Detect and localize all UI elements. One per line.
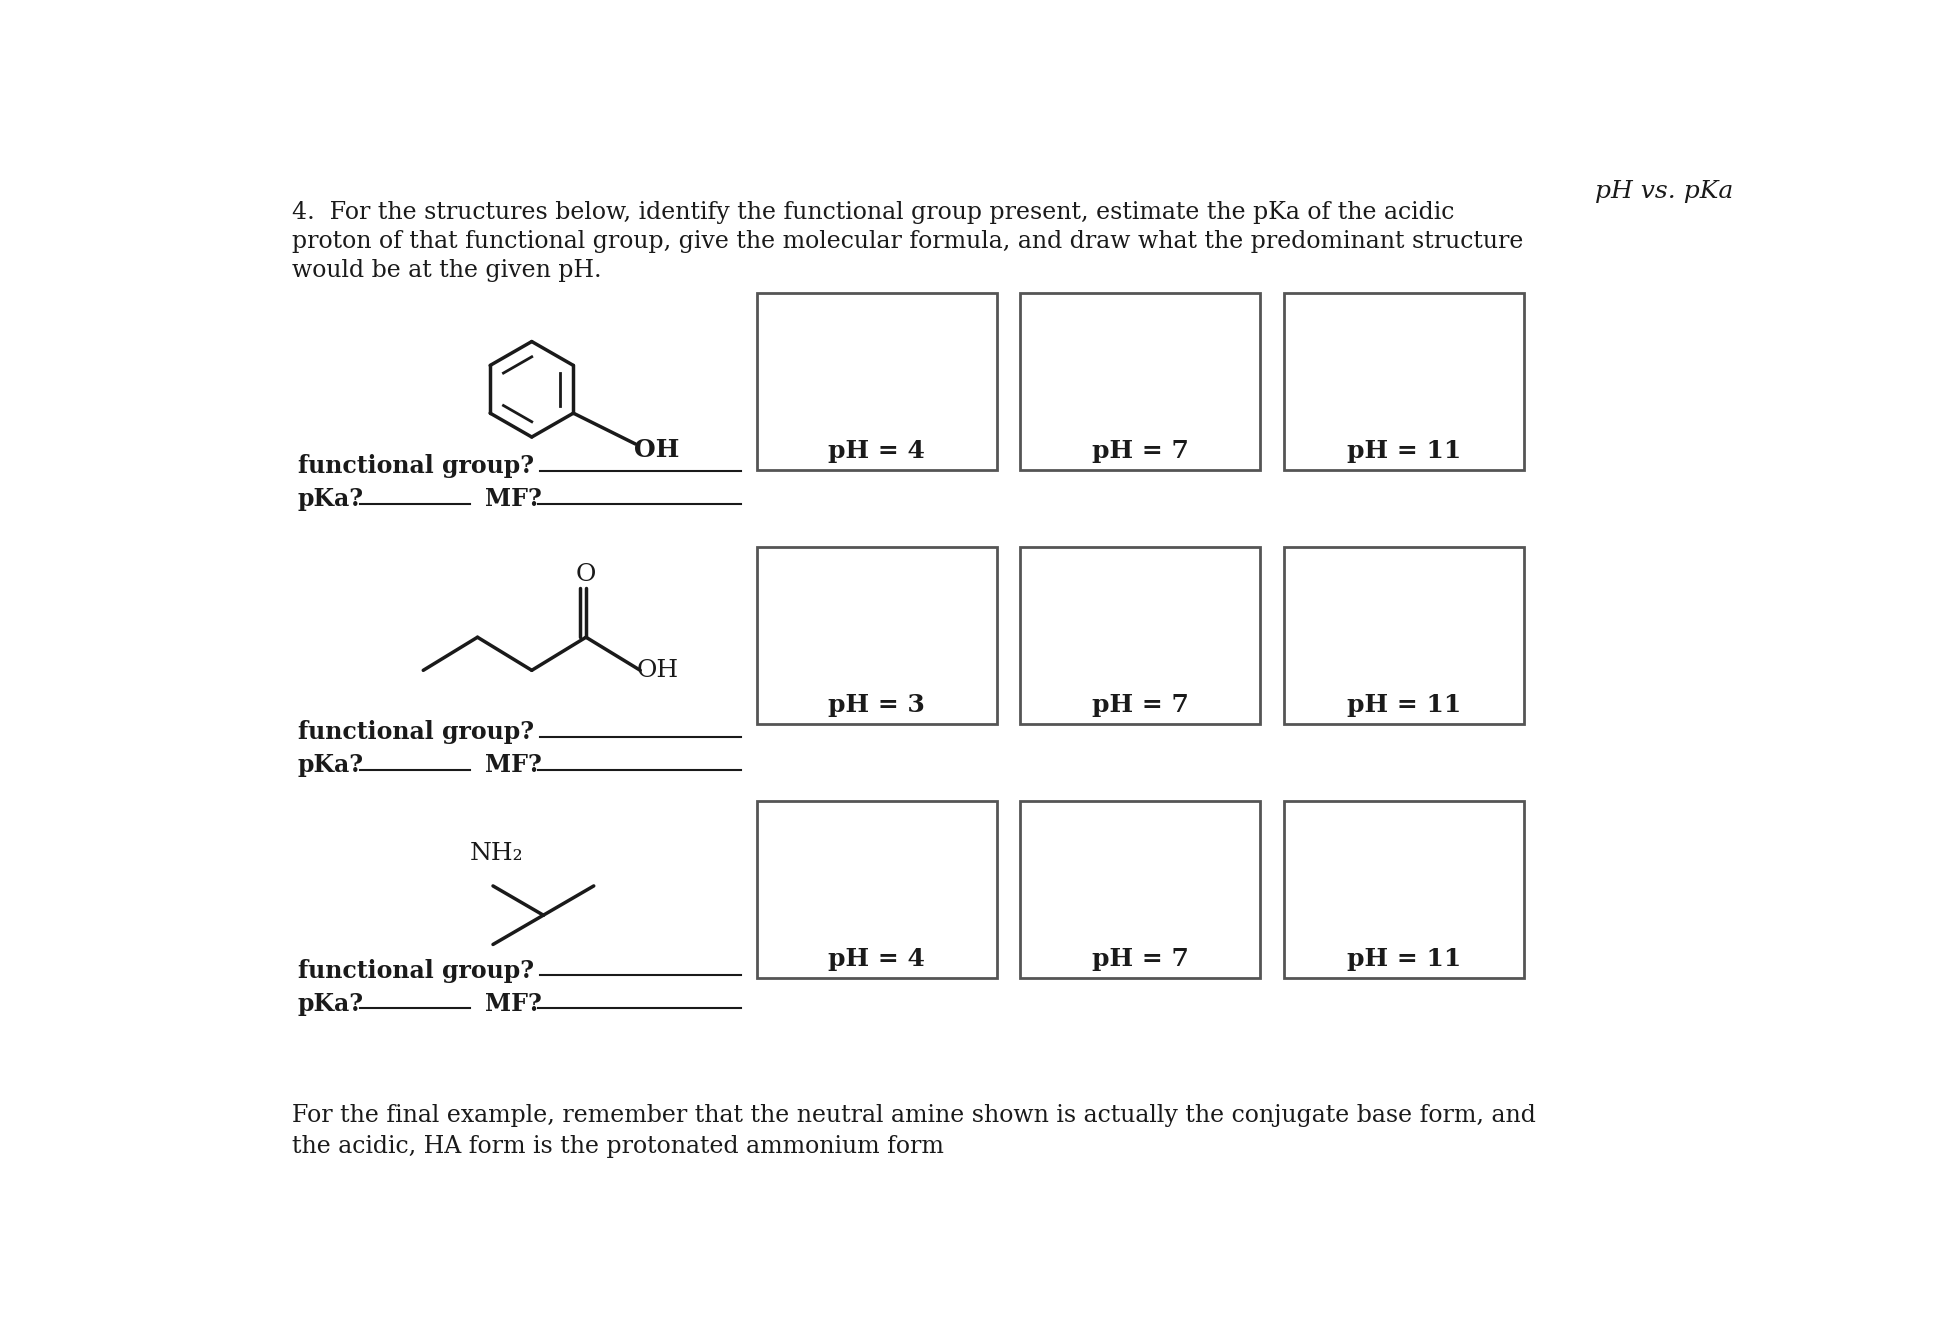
Text: pH = 4: pH = 4 xyxy=(829,947,925,971)
Text: pH = 11: pH = 11 xyxy=(1347,692,1460,718)
Bar xyxy=(1284,293,1523,470)
Text: For the final example, remember that the neutral amine shown is actually the con: For the final example, remember that the… xyxy=(292,1104,1535,1126)
Text: O: O xyxy=(576,563,596,586)
Bar xyxy=(757,547,998,724)
Bar xyxy=(1019,801,1260,979)
Text: pH = 4: pH = 4 xyxy=(829,439,925,463)
Text: proton of that functional group, give the molecular formula, and draw what the p: proton of that functional group, give th… xyxy=(292,230,1523,253)
Bar xyxy=(1019,547,1260,724)
Text: pKa?: pKa? xyxy=(298,753,365,777)
Bar xyxy=(1019,293,1260,470)
Text: MF?: MF? xyxy=(486,992,543,1016)
Text: pH = 7: pH = 7 xyxy=(1092,692,1188,718)
Text: pKa?: pKa? xyxy=(298,488,365,512)
Text: 4.  For the structures below, identify the functional group present, estimate th: 4. For the structures below, identify th… xyxy=(292,200,1454,224)
Text: pH = 7: pH = 7 xyxy=(1092,439,1188,463)
Text: pKa?: pKa? xyxy=(298,992,365,1016)
Bar xyxy=(757,801,998,979)
Text: OH: OH xyxy=(635,438,680,462)
Text: functional group?: functional group? xyxy=(298,720,533,744)
Text: pH = 3: pH = 3 xyxy=(829,692,925,718)
Text: functional group?: functional group? xyxy=(298,959,533,983)
Text: would be at the given pH.: would be at the given pH. xyxy=(292,259,602,282)
Text: pH = 7: pH = 7 xyxy=(1092,947,1188,971)
Text: functional group?: functional group? xyxy=(298,454,533,479)
Text: NH₂: NH₂ xyxy=(470,842,523,865)
Text: MF?: MF? xyxy=(486,753,543,777)
Text: the acidic, HA form is the protonated ammonium form: the acidic, HA form is the protonated am… xyxy=(292,1134,943,1158)
Text: pH vs. pKa: pH vs. pKa xyxy=(1595,179,1733,203)
Bar xyxy=(757,293,998,470)
Text: pH = 11: pH = 11 xyxy=(1347,439,1460,463)
Text: MF?: MF? xyxy=(486,488,543,512)
Text: pH = 11: pH = 11 xyxy=(1347,947,1460,971)
Text: OH: OH xyxy=(637,658,678,682)
Bar xyxy=(1284,547,1523,724)
Bar xyxy=(1284,801,1523,979)
